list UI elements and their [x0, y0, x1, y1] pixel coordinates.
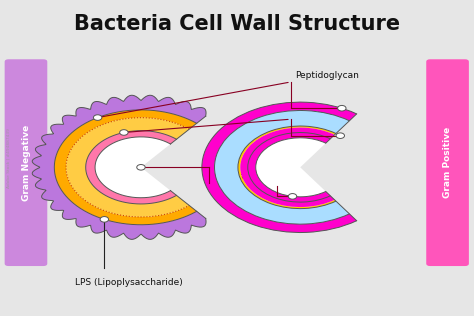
Text: Gram Negative: Gram Negative — [22, 125, 31, 201]
Text: Gram Positive: Gram Positive — [443, 127, 452, 198]
Wedge shape — [66, 118, 189, 217]
Wedge shape — [95, 137, 171, 198]
Wedge shape — [240, 128, 335, 207]
FancyBboxPatch shape — [5, 59, 47, 266]
Wedge shape — [215, 111, 349, 224]
Circle shape — [119, 130, 128, 135]
Text: LPS (Lipoplysaccharide): LPS (Lipoplysaccharide) — [75, 277, 183, 287]
Text: Bacteria Cell Wall Structure: Bacteria Cell Wall Structure — [74, 14, 400, 33]
Text: Membrane: Membrane — [296, 109, 344, 118]
Circle shape — [137, 165, 145, 170]
Wedge shape — [256, 138, 326, 197]
Circle shape — [288, 194, 297, 199]
Circle shape — [337, 106, 346, 111]
Wedge shape — [202, 102, 356, 233]
Text: Periplasm: Periplasm — [214, 172, 258, 181]
Circle shape — [93, 115, 102, 120]
Wedge shape — [86, 131, 176, 204]
Circle shape — [100, 216, 109, 222]
Polygon shape — [32, 95, 206, 240]
Circle shape — [336, 133, 345, 138]
Wedge shape — [238, 126, 336, 209]
Wedge shape — [55, 110, 197, 225]
FancyBboxPatch shape — [426, 59, 469, 266]
Text: Peptidoglycan: Peptidoglycan — [296, 71, 359, 80]
Text: Adobe Stock | #494887439: Adobe Stock | #494887439 — [7, 128, 10, 188]
